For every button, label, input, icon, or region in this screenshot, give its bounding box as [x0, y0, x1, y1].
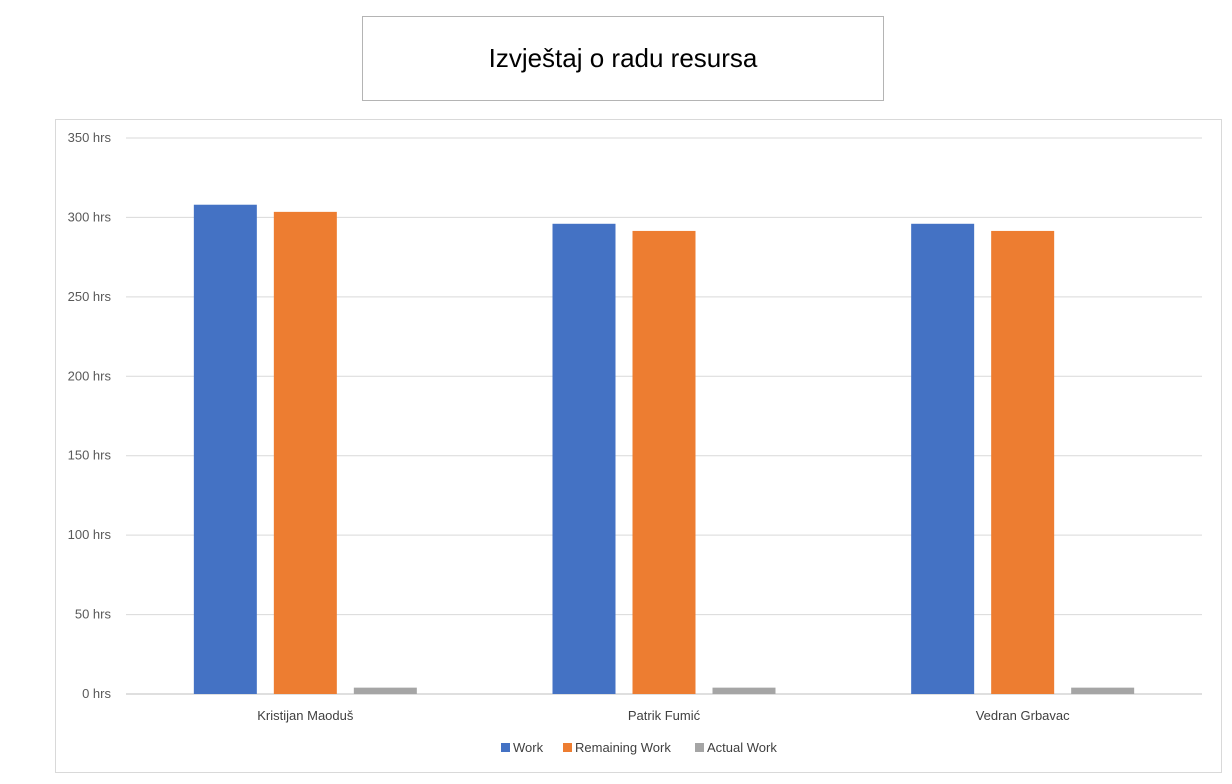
chart-title: Izvještaj o radu resursa	[488, 43, 758, 73]
y-tick-label: 100 hrs	[68, 527, 112, 542]
bar-remaining-work	[273, 211, 337, 694]
chart-title-box: Izvještaj o radu resursa	[362, 16, 884, 101]
bar-actual-work	[712, 687, 776, 694]
x-tick-label: Vedran Grbavac	[976, 708, 1070, 723]
legend-label: Actual Work	[707, 740, 777, 755]
y-axis-ticks: 0 hrs 50 hrs 100 hrs 150 hrs 200 hrs 250 hrs 3…	[68, 130, 112, 701]
bar-remaining-work	[991, 230, 1055, 694]
x-axis-ticks: Kristijan Maoduš Patrik Fumić Vedran Grbav…	[257, 708, 1070, 723]
legend-label: Work	[513, 740, 544, 755]
bar-actual-work	[353, 687, 417, 694]
bar-work	[552, 223, 616, 695]
y-tick-label: 200 hrs	[68, 368, 112, 383]
y-tick-label: 250 hrs	[68, 289, 112, 304]
legend-swatch	[695, 743, 704, 752]
y-tick-label: 0 hrs	[82, 686, 111, 701]
y-tick-label: 300 hrs	[68, 209, 112, 224]
bar-work	[193, 204, 257, 694]
legend-swatch	[563, 743, 572, 752]
legend-label: Remaining Work	[575, 740, 671, 755]
bar-remaining-work	[632, 230, 696, 694]
y-tick-label: 350 hrs	[68, 130, 112, 145]
bar-actual-work	[1071, 687, 1135, 694]
bar-work	[911, 223, 975, 695]
x-tick-label: Patrik Fumić	[628, 708, 701, 723]
legend-swatch	[501, 743, 510, 752]
legend: Work Remaining Work Actual Work	[501, 740, 777, 755]
y-tick-label: 50 hrs	[75, 607, 112, 622]
x-tick-label: Kristijan Maoduš	[257, 708, 354, 723]
bars	[193, 204, 1135, 695]
y-tick-label: 150 hrs	[68, 448, 112, 463]
